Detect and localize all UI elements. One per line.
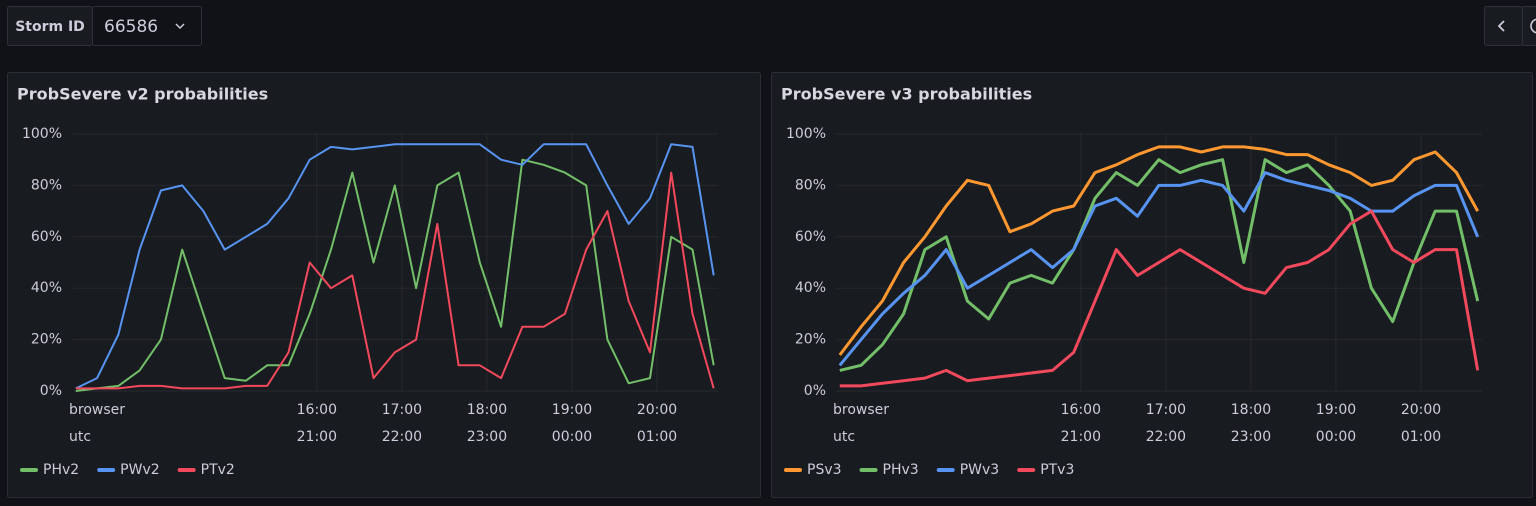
x-tick-label: 16:00 (1061, 402, 1101, 418)
y-tick-label: 60% (795, 229, 826, 245)
series-line (75, 143, 715, 390)
x-tick-label: 20:00 (1401, 402, 1441, 418)
x-tick-label: 00:00 (1316, 429, 1356, 445)
x-tick-label: 22:00 (382, 429, 422, 445)
x-tick-label: 17:00 (382, 402, 422, 418)
y-tick-label: 100% (22, 126, 62, 142)
y-tick-label: 0% (804, 383, 826, 399)
x-tick-label: 22:00 (1146, 429, 1186, 445)
legend-label: PTv2 (201, 462, 235, 478)
variable-select[interactable] (92, 6, 202, 46)
y-tick-label: 100% (786, 126, 826, 142)
x-axis-row-label: browser (833, 402, 889, 418)
variable-label: Storm ID (15, 19, 85, 35)
x-tick-label: 23:00 (467, 429, 507, 445)
x-tick-label: 16:00 (297, 402, 337, 418)
series-line (75, 158, 715, 392)
x-tick-label: 18:00 (467, 402, 507, 418)
clock-icon (1530, 18, 1536, 34)
x-tick-label: 18:00 (1231, 402, 1271, 418)
legend-label: PWv3 (960, 462, 999, 478)
back-icon (1497, 20, 1505, 32)
x-tick-label: 01:00 (637, 429, 677, 445)
y-tick-label: 60% (31, 229, 62, 245)
series-line (838, 145, 1480, 356)
y-tick-label: 0% (40, 383, 62, 399)
panel-title: ProbSevere v3 probabilities (781, 85, 1032, 104)
series-line (839, 158, 1480, 372)
y-tick-label: 80% (795, 177, 826, 193)
legend-label: PHv3 (883, 462, 919, 478)
series-line (839, 209, 1480, 388)
legend-label: PHv2 (43, 462, 79, 478)
x-tick-label: 21:00 (1061, 429, 1101, 445)
x-tick-label: 21:00 (297, 429, 337, 445)
x-tick-label: 19:00 (552, 402, 592, 418)
x-axis-row-label: utc (833, 429, 855, 445)
panel-title: ProbSevere v2 probabilities (17, 85, 268, 104)
panel (771, 72, 1533, 498)
x-tick-label: 20:00 (637, 402, 677, 418)
y-tick-label: 20% (795, 332, 826, 348)
x-axis-row-label: browser (69, 402, 125, 418)
time-back-button[interactable] (1484, 6, 1523, 46)
y-tick-label: 40% (31, 280, 62, 296)
legend-label: PWv2 (120, 462, 159, 478)
y-tick-label: 20% (31, 332, 62, 348)
y-tick-label: 40% (795, 280, 826, 296)
legend-label: PTv3 (1040, 462, 1074, 478)
series-line (75, 171, 715, 390)
y-tick-label: 80% (31, 177, 62, 193)
x-tick-label: 00:00 (552, 429, 592, 445)
x-tick-label: 23:00 (1231, 429, 1271, 445)
x-axis-row-label: utc (69, 429, 91, 445)
time-picker-button[interactable] (1522, 6, 1536, 46)
legend-label: PSv3 (807, 462, 842, 478)
panel (7, 72, 761, 498)
variable-value: 66586 (104, 17, 158, 37)
dropdown-chevron (175, 23, 185, 30)
x-tick-label: 19:00 (1316, 402, 1356, 418)
x-tick-label: 01:00 (1401, 429, 1441, 445)
x-tick-label: 17:00 (1146, 402, 1186, 418)
